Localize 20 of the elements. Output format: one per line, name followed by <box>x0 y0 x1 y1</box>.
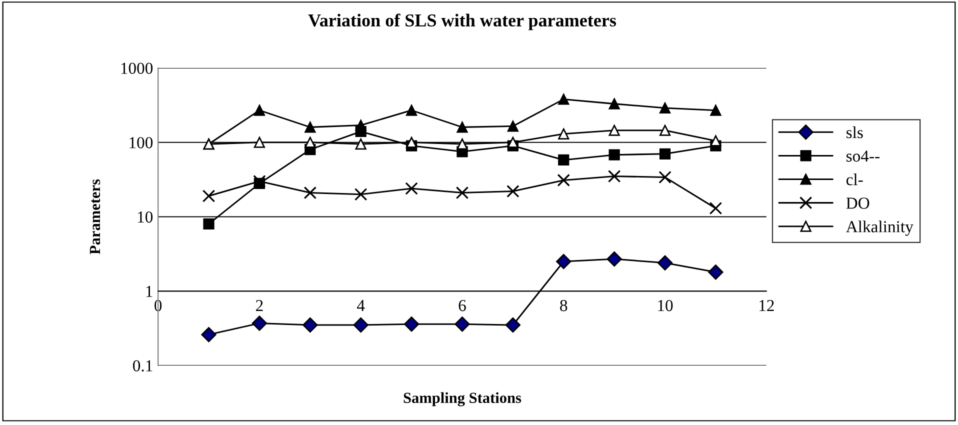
y-tick-label: 100 <box>130 137 153 148</box>
x-tick-label: 12 <box>760 300 774 312</box>
legend-label: so4-- <box>846 150 880 162</box>
legend-label: DO <box>846 198 870 209</box>
y-tick-label: 1 <box>146 286 152 297</box>
legend-label: cl- <box>846 174 863 186</box>
y-axis-title: Parameters <box>90 179 100 254</box>
x-axis-title: Sampling Stations <box>404 392 522 406</box>
legend-label: sls <box>846 126 863 138</box>
y-tick-label: 10 <box>138 211 153 223</box>
y-tick-label: 1000 <box>121 62 153 74</box>
x-tick-label: 2 <box>256 300 263 312</box>
x-tick-label: 8 <box>560 300 568 312</box>
x-tick-label: 4 <box>357 300 365 312</box>
legend-label: Alkalinity <box>846 220 914 236</box>
x-tick-label: 0 <box>154 300 162 312</box>
chart-title: Variation of SLS with water parameters <box>308 14 616 30</box>
x-tick-label: 10 <box>658 300 673 312</box>
y-tick-label: 0.1 <box>133 360 152 372</box>
x-tick-label: 6 <box>458 300 466 312</box>
